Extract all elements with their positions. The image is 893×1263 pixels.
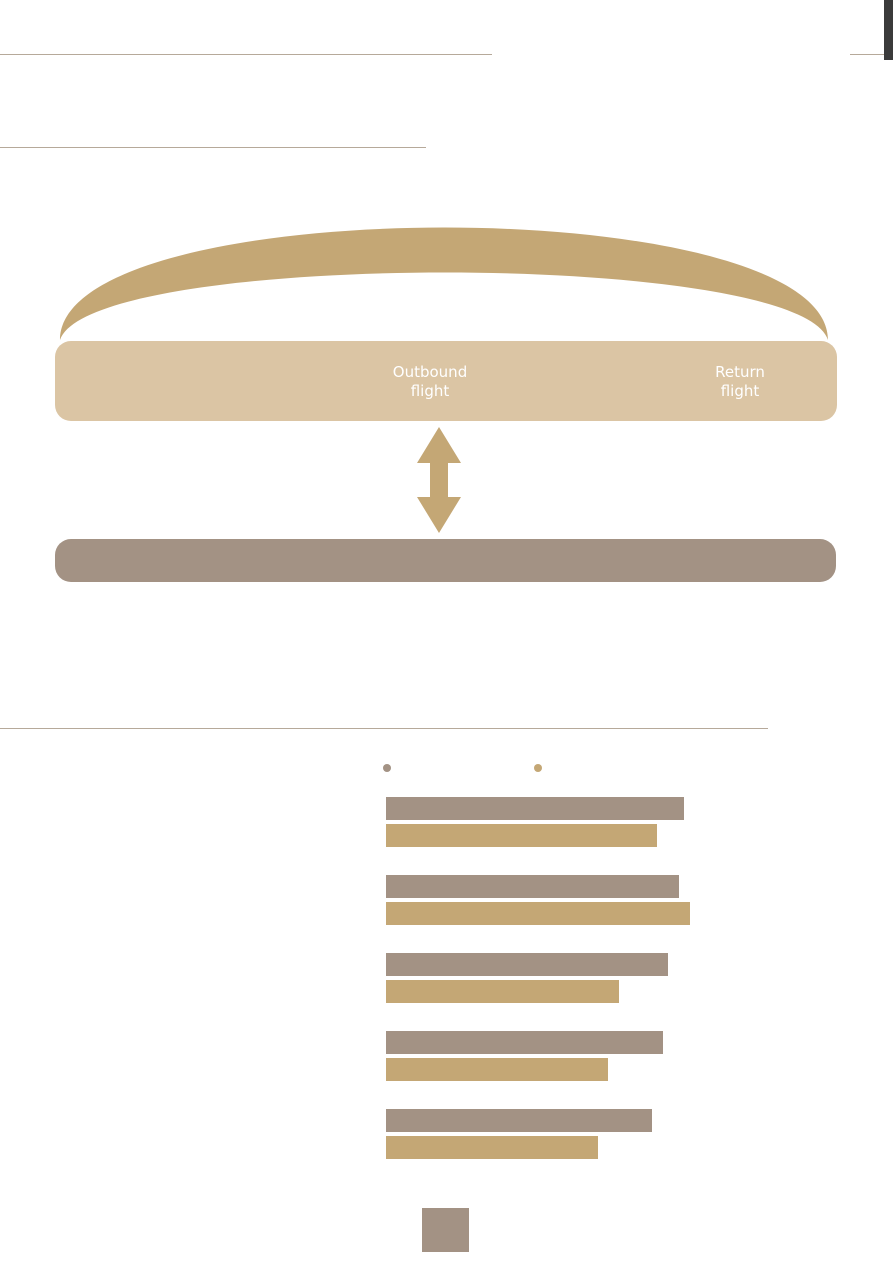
page-edge-bar (884, 0, 893, 60)
bar-series-1-row-2 (386, 875, 679, 898)
legend-marker-series-2 (534, 764, 542, 772)
trip-arc-shape (60, 227, 828, 340)
section-rule-diagram (0, 147, 426, 148)
footer-tab (422, 1208, 469, 1252)
bar-series-1-row-4 (386, 1031, 663, 1054)
header-rule-left (0, 54, 492, 55)
bar-chart (386, 797, 690, 1159)
return-flight-label: Return flight (715, 363, 765, 400)
trip-arc (60, 227, 828, 340)
header-rule-right (850, 54, 893, 55)
double-arrow-shape (417, 427, 461, 533)
outbound-flight-label: Outbound flight (392, 363, 468, 400)
bar-series-1-row-5 (386, 1109, 652, 1132)
bar-series-1-row-3 (386, 953, 668, 976)
bar-series-2-row-4 (386, 1058, 608, 1081)
flight-band: Outbound flight Return flight (55, 341, 837, 421)
legend-marker-series-1 (383, 764, 391, 772)
bar-series-2-row-1 (386, 824, 657, 847)
bar-series-2-row-3 (386, 980, 619, 1003)
section-rule-chart (0, 728, 768, 729)
double-arrow-icon (417, 427, 461, 533)
flight-diagram (0, 150, 893, 600)
bar-series-1-row-1 (386, 797, 684, 820)
ground-band (55, 539, 836, 582)
bar-series-2-row-2 (386, 902, 690, 925)
bar-series-2-row-5 (386, 1136, 598, 1159)
